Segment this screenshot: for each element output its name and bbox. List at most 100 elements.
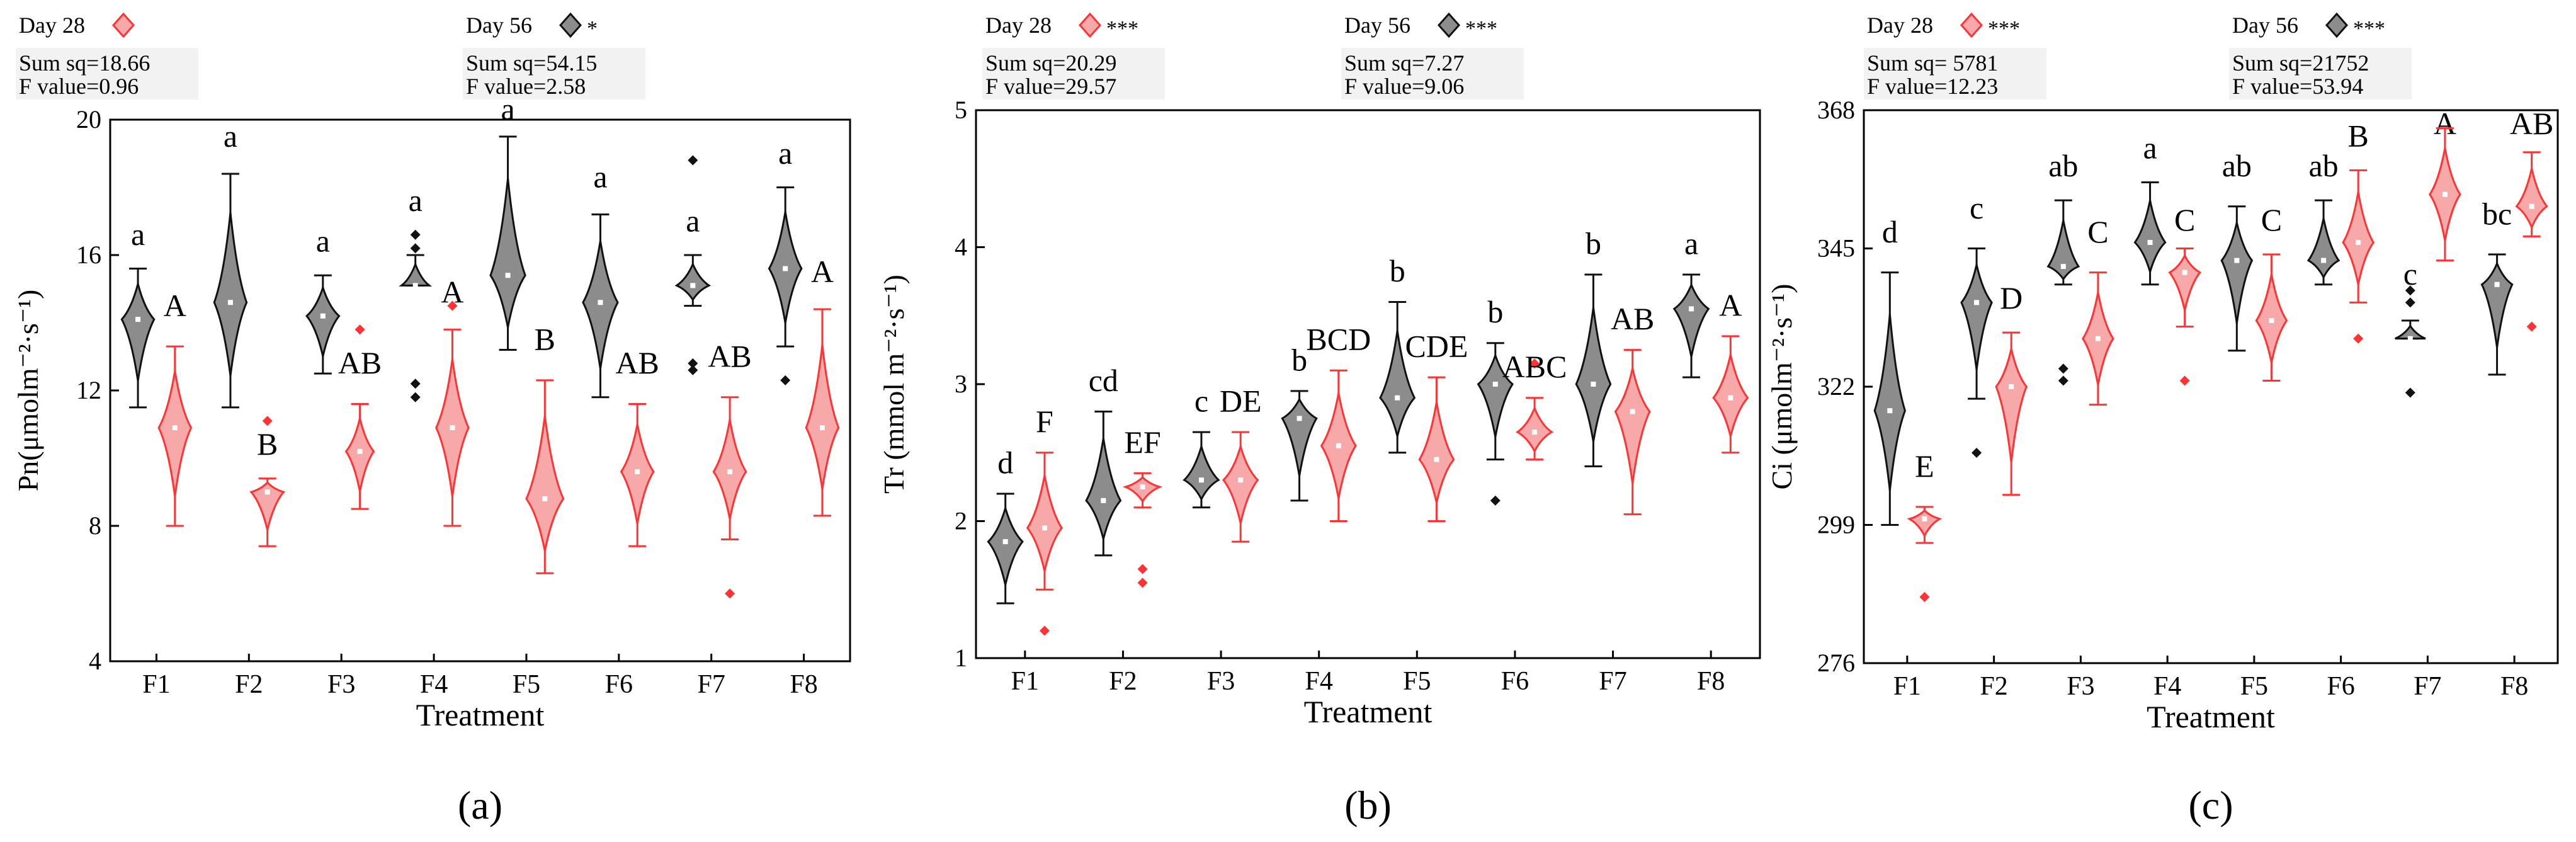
mean-marker bbox=[819, 425, 825, 431]
panel-label: (a) bbox=[458, 783, 502, 828]
significance-letter: d bbox=[997, 445, 1013, 480]
significance-letter: E bbox=[1915, 448, 1934, 484]
outlier-point bbox=[2526, 321, 2537, 332]
mean-marker bbox=[598, 300, 603, 305]
sum-sq-day56: Sum sq=54.15 bbox=[466, 50, 597, 76]
violin-body bbox=[1418, 402, 1455, 503]
violin-body bbox=[1873, 314, 1907, 491]
mean-marker bbox=[1974, 300, 1980, 305]
outlier-point bbox=[2179, 375, 2190, 386]
mean-marker bbox=[1887, 408, 1893, 414]
outlier-point bbox=[410, 392, 421, 402]
significance-letter: a bbox=[686, 203, 700, 238]
mean-marker bbox=[542, 496, 548, 501]
mean-marker bbox=[227, 300, 233, 305]
significance-letter: b bbox=[1487, 294, 1503, 329]
outlier-point bbox=[410, 243, 421, 254]
violin-body bbox=[2480, 261, 2514, 348]
x-tick-label: F7 bbox=[698, 670, 725, 699]
significance-letter: A bbox=[164, 288, 186, 323]
x-tick-label: F1 bbox=[1011, 667, 1039, 696]
y-tick-label: 20 bbox=[76, 105, 101, 134]
significance-day28: *** bbox=[1106, 17, 1138, 40]
x-tick-label: F4 bbox=[2153, 672, 2181, 701]
x-tick-label: F1 bbox=[1893, 672, 1921, 701]
x-tick-label: F7 bbox=[1599, 667, 1626, 696]
x-tick-label: F8 bbox=[1697, 667, 1725, 696]
legend-marker-day56 bbox=[559, 12, 582, 38]
outlier-point bbox=[2405, 387, 2415, 398]
legend-label-day56: Day 56 bbox=[466, 13, 532, 38]
mean-marker bbox=[783, 266, 788, 271]
x-tick-label: F7 bbox=[2414, 672, 2441, 701]
x-tick-label: F4 bbox=[1305, 667, 1333, 696]
legend-label-day28: Day 28 bbox=[1867, 13, 1933, 38]
x-tick-label: F5 bbox=[1403, 667, 1431, 696]
mean-marker bbox=[2009, 384, 2014, 389]
significance-letter: ab bbox=[2222, 148, 2252, 183]
mean-marker bbox=[1238, 477, 1244, 483]
significance-letter: b bbox=[1291, 342, 1307, 377]
f-value-day56: F value=9.06 bbox=[1344, 74, 1464, 99]
stats-header: Day 28 Sum sq=18.66F value=0.96 Day 56 * Sum… bbox=[16, 12, 645, 100]
significance-letter: A bbox=[1719, 287, 1742, 322]
series-day28: F EF DE BCD CDE ABC AB A bbox=[1026, 287, 1749, 636]
violin-body bbox=[399, 261, 433, 287]
significance-letter: c bbox=[2403, 256, 2417, 292]
mean-marker bbox=[690, 283, 696, 288]
mean-marker bbox=[1434, 457, 1439, 462]
y-tick-label: 8 bbox=[89, 511, 101, 540]
outlier-point bbox=[688, 365, 698, 375]
significance-letter: D bbox=[2000, 280, 2023, 316]
mean-marker bbox=[2095, 336, 2101, 341]
violin-body bbox=[1477, 352, 1514, 438]
significance-letter: ab bbox=[2308, 148, 2338, 183]
x-tick-label: F6 bbox=[2327, 672, 2354, 701]
stats-box-day56 bbox=[2229, 48, 2412, 100]
violin-body bbox=[2220, 222, 2254, 324]
violin-body bbox=[2046, 220, 2080, 281]
significance-letter: B bbox=[535, 322, 555, 357]
violin-body bbox=[1907, 509, 1943, 538]
violin-body bbox=[1575, 307, 1612, 442]
significance-letter: a bbox=[1684, 225, 1698, 261]
violin-body bbox=[525, 416, 565, 552]
violin-body bbox=[489, 178, 526, 328]
significance-letter: a bbox=[593, 159, 607, 195]
significance-letter: B bbox=[257, 426, 278, 462]
outlier-point bbox=[725, 588, 735, 599]
legend-marker-day28 bbox=[111, 12, 135, 38]
mean-marker bbox=[1395, 395, 1400, 401]
outlier-point bbox=[780, 375, 791, 385]
x-tick-label: F2 bbox=[1980, 672, 2007, 701]
legend-marker-day56 bbox=[1437, 12, 1461, 38]
panel-label: (c) bbox=[2188, 783, 2233, 828]
mean-marker bbox=[2442, 191, 2448, 197]
mean-marker bbox=[1101, 498, 1106, 503]
mean-marker bbox=[2234, 258, 2240, 263]
violin-body bbox=[249, 481, 286, 530]
mean-marker bbox=[505, 273, 511, 278]
outlier-point bbox=[688, 155, 698, 166]
mean-marker bbox=[1532, 430, 1538, 435]
x-tick-label: F2 bbox=[1109, 667, 1137, 696]
violin-body bbox=[213, 212, 248, 377]
y-tick-label: 1 bbox=[955, 644, 967, 672]
significance-letter: C bbox=[2087, 214, 2108, 249]
significance-day56: *** bbox=[1465, 17, 1497, 40]
mean-marker bbox=[1728, 395, 1733, 401]
y-tick-label: 2 bbox=[955, 507, 967, 535]
mean-marker bbox=[1630, 409, 1635, 414]
mean-marker bbox=[320, 313, 326, 319]
f-value-day28: F value=29.57 bbox=[985, 74, 1116, 99]
mean-marker bbox=[2182, 270, 2187, 275]
legend-marker-day56 bbox=[2325, 12, 2349, 38]
significance-letter: C bbox=[2174, 202, 2195, 237]
x-tick-label: F3 bbox=[1207, 667, 1235, 696]
significance-letter: d bbox=[1882, 214, 1898, 249]
y-tick-label: 299 bbox=[1817, 511, 1855, 539]
sum-sq-day56: Sum sq=7.27 bbox=[1344, 50, 1464, 76]
outlier-point bbox=[410, 378, 421, 389]
mean-marker bbox=[450, 425, 455, 431]
